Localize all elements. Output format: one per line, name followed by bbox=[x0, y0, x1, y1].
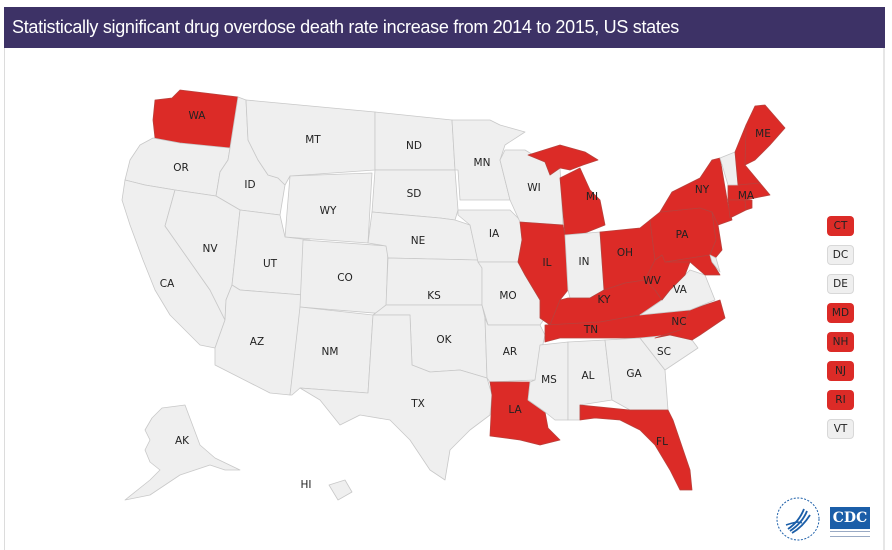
state-label-tx: TX bbox=[410, 398, 425, 410]
state-label-in: IN bbox=[579, 256, 590, 268]
hhs-logo-icon bbox=[776, 497, 820, 541]
state-label-mi: MI bbox=[586, 191, 598, 203]
state-label-id: ID bbox=[244, 179, 255, 191]
footer-logos: CDC bbox=[772, 495, 872, 543]
state-label-ut: UT bbox=[263, 258, 278, 270]
state-label-fl: FL bbox=[656, 436, 668, 448]
state-label-wy: WY bbox=[320, 205, 337, 217]
state-mi[interactable] bbox=[559, 167, 606, 236]
state-label-wi: WI bbox=[527, 182, 540, 194]
nh-shape[interactable] bbox=[734, 124, 761, 186]
state-me[interactable] bbox=[744, 104, 786, 166]
state-ak[interactable] bbox=[124, 404, 241, 501]
state-label-ms: MS bbox=[541, 374, 557, 386]
state-label-sd: SD bbox=[407, 188, 422, 200]
state-label-pa: PA bbox=[676, 229, 690, 241]
state-label-la: LA bbox=[508, 404, 522, 416]
state-label-hi: HI bbox=[301, 479, 312, 491]
state-label-me: ME bbox=[755, 128, 771, 140]
state-label-nc: NC bbox=[671, 316, 686, 328]
state-label-al: AL bbox=[581, 370, 594, 382]
state-label-or: OR bbox=[173, 162, 189, 174]
state-nc[interactable] bbox=[654, 299, 726, 341]
state-label-az: AZ bbox=[250, 336, 264, 348]
ri-shape[interactable] bbox=[744, 199, 753, 211]
state-label-ma: MA bbox=[738, 190, 755, 202]
state-label-ak: AK bbox=[175, 435, 190, 447]
state-label-ar: AR bbox=[503, 346, 517, 358]
state-label-tn: TN bbox=[583, 324, 598, 336]
state-label-ne: NE bbox=[411, 235, 426, 247]
small-states-legend: CT DC DE MD NH NJ RI VT bbox=[827, 216, 854, 448]
state-ar[interactable] bbox=[484, 317, 546, 383]
legend-chip-dc[interactable]: DC bbox=[827, 245, 854, 265]
state-label-ky: KY bbox=[598, 294, 612, 306]
legend-chip-nj[interactable]: NJ bbox=[827, 361, 854, 381]
state-label-ok: OK bbox=[436, 334, 452, 346]
legend-chip-de[interactable]: DE bbox=[827, 274, 854, 294]
state-label-il: IL bbox=[543, 257, 552, 269]
ct-shape[interactable] bbox=[727, 199, 747, 219]
state-label-ca: CA bbox=[160, 278, 175, 290]
state-hi[interactable] bbox=[328, 479, 353, 501]
legend-chip-nh[interactable]: NH bbox=[827, 332, 854, 352]
de-shape[interactable] bbox=[709, 254, 721, 273]
state-fl[interactable] bbox=[579, 404, 693, 491]
state-label-mo: MO bbox=[499, 290, 516, 302]
legend-chip-ri[interactable]: RI bbox=[827, 390, 854, 410]
state-label-nv: NV bbox=[202, 243, 218, 255]
cdc-logo-text: CDC bbox=[830, 507, 870, 529]
state-label-oh: OH bbox=[617, 247, 633, 259]
page-title: Statistically significant drug overdose … bbox=[4, 7, 885, 48]
state-label-ga: GA bbox=[626, 368, 642, 380]
state-label-co: CO bbox=[337, 272, 353, 284]
state-label-wa: WA bbox=[189, 110, 207, 122]
state-label-nd: ND bbox=[406, 140, 422, 152]
state-ny[interactable] bbox=[659, 157, 733, 226]
state-label-ia: IA bbox=[489, 228, 500, 240]
legend-chip-vt[interactable]: VT bbox=[827, 419, 854, 439]
cdc-logo-tagline-icon bbox=[830, 531, 870, 537]
legend-chip-md[interactable]: MD bbox=[827, 303, 854, 323]
state-tx[interactable] bbox=[299, 314, 493, 481]
state-label-va: VA bbox=[673, 284, 688, 296]
state-mi[interactable] bbox=[527, 144, 599, 176]
state-label-nm: NM bbox=[322, 346, 339, 358]
state-label-wv: WV bbox=[643, 275, 661, 287]
legend-chip-ct[interactable]: CT bbox=[827, 216, 854, 236]
state-label-mt: MT bbox=[305, 134, 321, 146]
state-label-ks: KS bbox=[427, 290, 441, 302]
state-label-sc: SC bbox=[657, 346, 671, 358]
state-label-ny: NY bbox=[695, 184, 710, 196]
state-label-mn: MN bbox=[474, 157, 491, 169]
cdc-logo: CDC bbox=[830, 507, 870, 537]
